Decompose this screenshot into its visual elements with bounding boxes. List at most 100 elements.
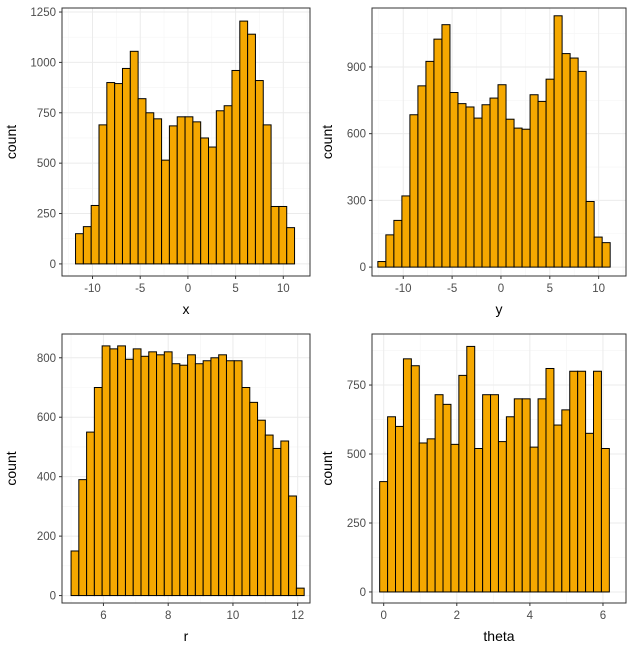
- y-tick-label: 1250: [30, 7, 56, 19]
- y-tick-label: 1000: [30, 57, 56, 69]
- x-tick-label: 2: [454, 610, 460, 622]
- histogram-bar: [377, 261, 387, 268]
- histogram-bar: [264, 434, 274, 597]
- histogram-bar: [490, 394, 499, 593]
- histogram-bar: [593, 236, 603, 268]
- histogram-bar: [187, 354, 196, 597]
- panel-3: 6 8 10 12 0 200 400 600 800 r count: [3, 333, 311, 644]
- y-axis-title: count: [319, 451, 335, 485]
- histogram-bar: [553, 424, 563, 593]
- y-tick-label: 0: [50, 591, 56, 603]
- histogram-bar: [168, 125, 178, 265]
- x-tick-label: 10: [227, 610, 240, 622]
- histogram-bar: [600, 447, 610, 593]
- histogram-bar: [98, 124, 108, 265]
- histogram-bar: [262, 124, 272, 265]
- histogram-bar: [402, 358, 412, 593]
- x-tick-label: 0: [498, 283, 504, 295]
- histogram-bar: [101, 345, 111, 597]
- histogram-bar: [184, 116, 194, 265]
- histogram-bar: [270, 205, 280, 265]
- histogram-bar: [537, 100, 547, 268]
- histogram-bar: [513, 127, 523, 268]
- histogram-bar: [215, 110, 225, 265]
- y-tick-label: 400: [37, 472, 56, 484]
- histogram-bar: [254, 80, 264, 265]
- y-axis-title: count: [3, 125, 19, 159]
- histogram-bar: [109, 348, 119, 597]
- histogram-bar: [192, 121, 202, 265]
- histogram-bar: [233, 360, 243, 597]
- histogram-bar: [593, 370, 602, 593]
- x-tick-label: 6: [100, 610, 106, 622]
- histogram-bar: [286, 227, 296, 265]
- y-tick-label: 750: [347, 380, 366, 392]
- histogram-bar: [497, 441, 507, 593]
- histogram-bar: [513, 398, 523, 593]
- histogram-bar: [561, 53, 571, 268]
- x-tick-label: -10: [395, 283, 412, 295]
- histogram-bar: [288, 495, 297, 597]
- y-tick-label: 600: [347, 129, 366, 141]
- histogram-bar: [418, 442, 428, 593]
- histogram-bar: [129, 50, 139, 265]
- histogram-bar: [417, 85, 427, 268]
- histogram-bar: [553, 15, 563, 268]
- histogram-bar: [545, 367, 555, 593]
- histogram-bar: [117, 345, 126, 597]
- y-tick-label: 500: [37, 158, 56, 170]
- histogram-bar: [379, 481, 389, 593]
- histogram-bar: [225, 360, 235, 597]
- histogram-bar: [208, 146, 217, 265]
- x-axis-title: x: [183, 301, 190, 317]
- histogram-bar: [156, 354, 165, 597]
- histogram-bar: [458, 374, 468, 593]
- histogram-bar: [200, 137, 210, 265]
- histogram-bar: [78, 479, 88, 597]
- y-tick-label: 200: [37, 531, 56, 543]
- histogram-bar: [121, 67, 131, 265]
- histogram-bar: [247, 33, 256, 265]
- histogram-bar: [278, 205, 288, 265]
- histogram-bar: [114, 83, 123, 265]
- histogram-bar: [140, 355, 150, 597]
- panel-1: -10 -5 0 5 10 0 250 500 750 1000 1250 x count: [3, 7, 311, 317]
- panel-4: 0 2 4 6 0 250 500 750 theta count: [319, 333, 627, 644]
- y-tick-label: 600: [37, 412, 56, 424]
- histogram-bar: [545, 78, 555, 268]
- histogram-bar: [505, 416, 515, 593]
- histogram-bar: [70, 550, 80, 597]
- y-axis-title: count: [3, 451, 19, 485]
- panel-border: [61, 333, 311, 604]
- y-tick-label: 300: [347, 195, 366, 207]
- histogram-bar: [153, 118, 163, 265]
- x-axis-title: y: [496, 301, 503, 317]
- histogram-bar: [194, 363, 204, 597]
- histogram-bar: [521, 128, 531, 268]
- x-tick-label: -10: [84, 283, 101, 295]
- histogram-bar: [521, 398, 531, 593]
- histogram-bar: [482, 394, 492, 593]
- histogram-bar: [82, 226, 92, 265]
- y-tick-label: 800: [37, 353, 56, 365]
- y-tick-label: 500: [347, 449, 366, 461]
- x-tick-label: 5: [232, 283, 238, 295]
- histogram-bar: [449, 92, 459, 268]
- histogram-bar: [601, 242, 611, 268]
- histogram-bar: [387, 416, 397, 593]
- histogram-bar: [529, 446, 539, 593]
- histogram-bar: [489, 97, 499, 268]
- y-tick-label: 750: [37, 108, 56, 120]
- histogram-bar: [505, 118, 515, 268]
- histogram-bar: [393, 219, 403, 268]
- histogram-bar: [280, 440, 290, 597]
- histogram-bar: [425, 60, 435, 268]
- histogram-bar: [75, 233, 84, 265]
- y-tick-label: 250: [347, 518, 366, 530]
- histogram-bar: [465, 106, 475, 268]
- histogram-bar: [401, 195, 411, 268]
- x-tick-label: 5: [547, 283, 553, 295]
- x-tick-label: 4: [527, 610, 534, 622]
